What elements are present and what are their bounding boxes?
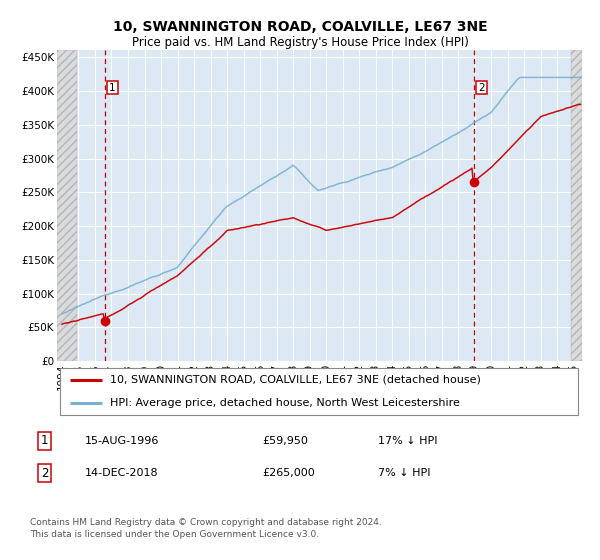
Text: HPI: Average price, detached house, North West Leicestershire: HPI: Average price, detached house, Nort… <box>110 398 460 408</box>
FancyBboxPatch shape <box>59 368 578 415</box>
Text: 14-DEC-2018: 14-DEC-2018 <box>85 468 159 478</box>
Text: 7% ↓ HPI: 7% ↓ HPI <box>378 468 430 478</box>
Text: Contains HM Land Registry data © Crown copyright and database right 2024.
This d: Contains HM Land Registry data © Crown c… <box>30 518 382 539</box>
Text: 15-AUG-1996: 15-AUG-1996 <box>85 436 160 446</box>
Text: 10, SWANNINGTON ROAD, COALVILLE, LE67 3NE: 10, SWANNINGTON ROAD, COALVILLE, LE67 3N… <box>113 20 487 34</box>
Text: Price paid vs. HM Land Registry's House Price Index (HPI): Price paid vs. HM Land Registry's House … <box>131 36 469 49</box>
Text: 2: 2 <box>41 466 49 480</box>
Text: 1: 1 <box>41 434 49 447</box>
Text: 10, SWANNINGTON ROAD, COALVILLE, LE67 3NE (detached house): 10, SWANNINGTON ROAD, COALVILLE, LE67 3N… <box>110 375 481 385</box>
Text: £59,950: £59,950 <box>262 436 308 446</box>
Bar <box>571 50 582 361</box>
Text: 1: 1 <box>109 82 116 92</box>
Text: 17% ↓ HPI: 17% ↓ HPI <box>378 436 437 446</box>
Text: 2: 2 <box>478 82 485 92</box>
Text: £265,000: £265,000 <box>262 468 314 478</box>
Bar <box>57 50 77 361</box>
